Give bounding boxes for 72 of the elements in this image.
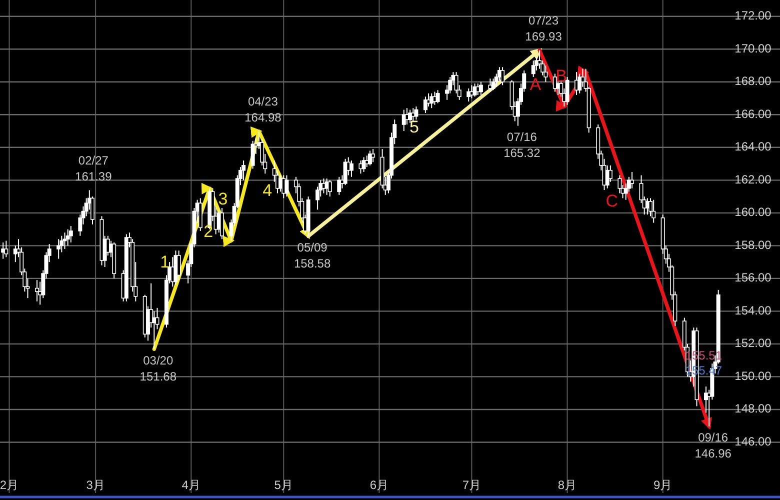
- annotation: 02/27: [78, 153, 109, 168]
- annotation: 07/16: [506, 130, 538, 144]
- x-tick-label: 8月: [558, 478, 577, 492]
- annotation: 09/16: [698, 430, 728, 445]
- candlestick: [500, 66, 505, 86]
- candlestick: [242, 160, 246, 181]
- y-tick-label: 172.00: [734, 8, 772, 23]
- candlestick: [284, 174, 289, 198]
- candlestick: [618, 174, 622, 194]
- y-tick-label: 152.00: [734, 336, 772, 350]
- candlestick: [436, 90, 440, 104]
- annotation: 03/20: [143, 353, 174, 368]
- x-tick-label: 5月: [274, 478, 293, 492]
- annotation: 1: [160, 252, 170, 272]
- candlestick: [328, 180, 332, 198]
- x-tick-label: 9月: [654, 478, 672, 492]
- y-tick-label: 150.00: [734, 368, 772, 383]
- annotation: 07/23: [528, 13, 559, 28]
- candlestick: [478, 81, 483, 96]
- candlestick: [414, 106, 418, 120]
- annotation: 2: [204, 222, 214, 242]
- x-tick-label: 2月: [0, 478, 19, 492]
- annotation: 3: [218, 189, 228, 208]
- x-tick-label: 6月: [370, 478, 389, 492]
- annotation: C: [606, 191, 618, 210]
- annotation: A: [530, 75, 542, 94]
- candlestick: [652, 199, 656, 224]
- y-tick-label: 168.00: [734, 74, 772, 88]
- candlestick: [349, 160, 354, 178]
- y-tick-label: 166.00: [734, 106, 772, 121]
- annotation: 5: [409, 117, 419, 136]
- x-tick-label: 4月: [182, 478, 200, 492]
- x-tick-label: 3月: [86, 478, 105, 492]
- candlestick: [580, 68, 585, 88]
- candlestick: [423, 96, 428, 114]
- candlestick: [368, 150, 372, 166]
- x-tick-label: 7月: [462, 478, 482, 492]
- annotation: 161.39: [75, 169, 112, 184]
- candlestick: [176, 250, 181, 281]
- y-tick-label: 148.00: [734, 402, 772, 416]
- y-tick-label: 170.00: [734, 41, 772, 56]
- candlestick: [565, 76, 570, 106]
- candlestick: [343, 158, 348, 186]
- candlestick: [630, 171, 634, 189]
- candlestick: [432, 91, 437, 106]
- annotation: 165.32: [504, 146, 541, 160]
- annotation: 4: [262, 180, 272, 200]
- candlestick: [337, 176, 342, 196]
- y-tick-label: 162.00: [734, 172, 772, 186]
- candlestick: [552, 73, 557, 92]
- candlestick: [250, 140, 255, 170]
- y-tick-label: 160.00: [734, 205, 772, 220]
- candlestick: [531, 60, 536, 78]
- y-tick-label: 154.00: [734, 303, 772, 318]
- annotation: 04/23: [248, 94, 278, 109]
- candlestick: [220, 208, 224, 240]
- y-tick-label: 164.00: [734, 140, 772, 154]
- y-tick-label: 146.00: [734, 434, 772, 448]
- annotation: 151.68: [140, 369, 177, 384]
- y-tick-label: 156.00: [734, 270, 772, 285]
- candlestick: [578, 73, 582, 94]
- annotation: B: [556, 66, 567, 86]
- annotation: 164.98: [244, 110, 282, 125]
- candlestick: [608, 164, 612, 182]
- annotation: 146.96: [694, 446, 732, 461]
- candlestick: [322, 178, 326, 194]
- annotation: 158.58: [294, 256, 331, 270]
- candlestick: [371, 148, 376, 163]
- annotation: 05/09: [297, 240, 328, 254]
- y-tick-label: 158.00: [734, 238, 772, 252]
- annotation: 169.93: [525, 29, 562, 44]
- candlestick: [362, 156, 366, 172]
